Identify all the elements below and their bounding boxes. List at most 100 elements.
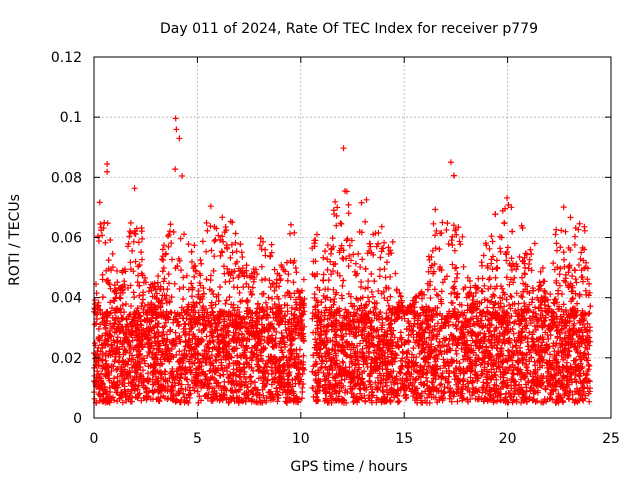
roti-point: [573, 279, 580, 286]
roti-point: [453, 264, 460, 271]
roti-point: [110, 323, 117, 330]
roti-point: [136, 292, 143, 299]
roti-point: [445, 378, 452, 385]
roti-point: [411, 304, 418, 311]
roti-point: [348, 237, 355, 244]
roti-point: [341, 188, 348, 195]
roti-point: [233, 248, 240, 255]
roti-point: [284, 277, 291, 284]
roti-point: [181, 394, 188, 401]
roti-point: [105, 257, 112, 264]
roti-point: [392, 270, 399, 277]
roti-point: [97, 221, 104, 228]
roti-point: [451, 289, 458, 296]
roti-point: [562, 329, 569, 336]
roti-point: [376, 273, 383, 280]
roti-point: [179, 315, 186, 322]
roti-point: [258, 263, 265, 270]
roti-point: [557, 244, 564, 251]
roti-point: [572, 343, 579, 350]
roti-point: [113, 267, 120, 274]
roti-point: [561, 256, 568, 263]
roti-point: [362, 266, 369, 273]
roti-point: [232, 260, 239, 267]
roti-point: [427, 264, 434, 271]
roti-point: [561, 392, 568, 399]
roti-point: [185, 301, 192, 308]
roti-point: [99, 232, 106, 239]
roti-point: [401, 315, 408, 322]
roti-point: [345, 263, 352, 270]
roti-point: [277, 275, 284, 282]
roti-point: [396, 398, 403, 405]
roti-point: [365, 278, 372, 285]
roti-point: [457, 241, 464, 248]
roti-point: [359, 307, 366, 314]
roti-point: [550, 260, 557, 267]
roti-point: [262, 246, 269, 253]
roti-point: [450, 222, 457, 229]
roti-point: [277, 338, 284, 345]
roti-point: [189, 293, 196, 300]
roti-point: [492, 300, 499, 307]
roti-point: [388, 331, 395, 338]
roti-point: [104, 168, 111, 175]
roti-point: [212, 356, 219, 363]
roti-point: [519, 294, 526, 301]
roti-point: [439, 219, 446, 226]
roti-point: [144, 394, 151, 401]
roti-point: [479, 262, 486, 269]
roti-point: [95, 233, 102, 240]
roti-point: [432, 245, 439, 252]
roti-point: [489, 266, 496, 273]
roti-point: [448, 398, 455, 405]
roti-point: [362, 218, 369, 225]
roti-point: [217, 283, 224, 290]
roti-point: [440, 356, 447, 363]
roti-point: [557, 368, 564, 375]
roti-point: [271, 287, 278, 294]
roti-point: [121, 376, 128, 383]
roti-point: [198, 260, 205, 267]
roti-point: [509, 357, 516, 364]
roti-point: [104, 161, 111, 168]
roti-point: [208, 304, 215, 311]
roti-point: [508, 293, 515, 300]
roti-point: [451, 247, 458, 254]
roti-point: [434, 320, 441, 327]
roti-point: [518, 292, 525, 299]
roti-point: [578, 249, 585, 256]
roti-point: [489, 238, 496, 245]
roti-point: [452, 265, 459, 272]
roti-point: [94, 368, 101, 375]
roti-point: [226, 294, 233, 301]
roti-point: [378, 290, 385, 297]
roti-point: [579, 244, 586, 251]
roti-point: [119, 357, 126, 364]
roti-point: [177, 338, 184, 345]
roti-point: [116, 359, 123, 366]
roti-point: [320, 254, 327, 261]
roti-point: [137, 313, 144, 320]
roti-point: [223, 297, 230, 304]
roti-point: [127, 303, 134, 310]
roti-point: [473, 306, 480, 313]
roti-point: [167, 221, 174, 228]
roti-point: [352, 260, 359, 267]
roti-point: [510, 397, 517, 404]
roti-point: [449, 242, 456, 249]
roti-point: [138, 249, 145, 256]
roti-point: [385, 302, 392, 309]
roti-point: [347, 346, 354, 353]
roti-point: [454, 398, 461, 405]
roti-point: [166, 280, 173, 287]
roti-point: [109, 305, 116, 312]
roti-point: [281, 292, 288, 299]
roti-point: [358, 199, 365, 206]
roti-point: [119, 302, 126, 309]
roti-point: [340, 145, 347, 152]
roti-point: [273, 284, 280, 291]
roti-point: [437, 382, 444, 389]
roti-point: [114, 398, 121, 405]
